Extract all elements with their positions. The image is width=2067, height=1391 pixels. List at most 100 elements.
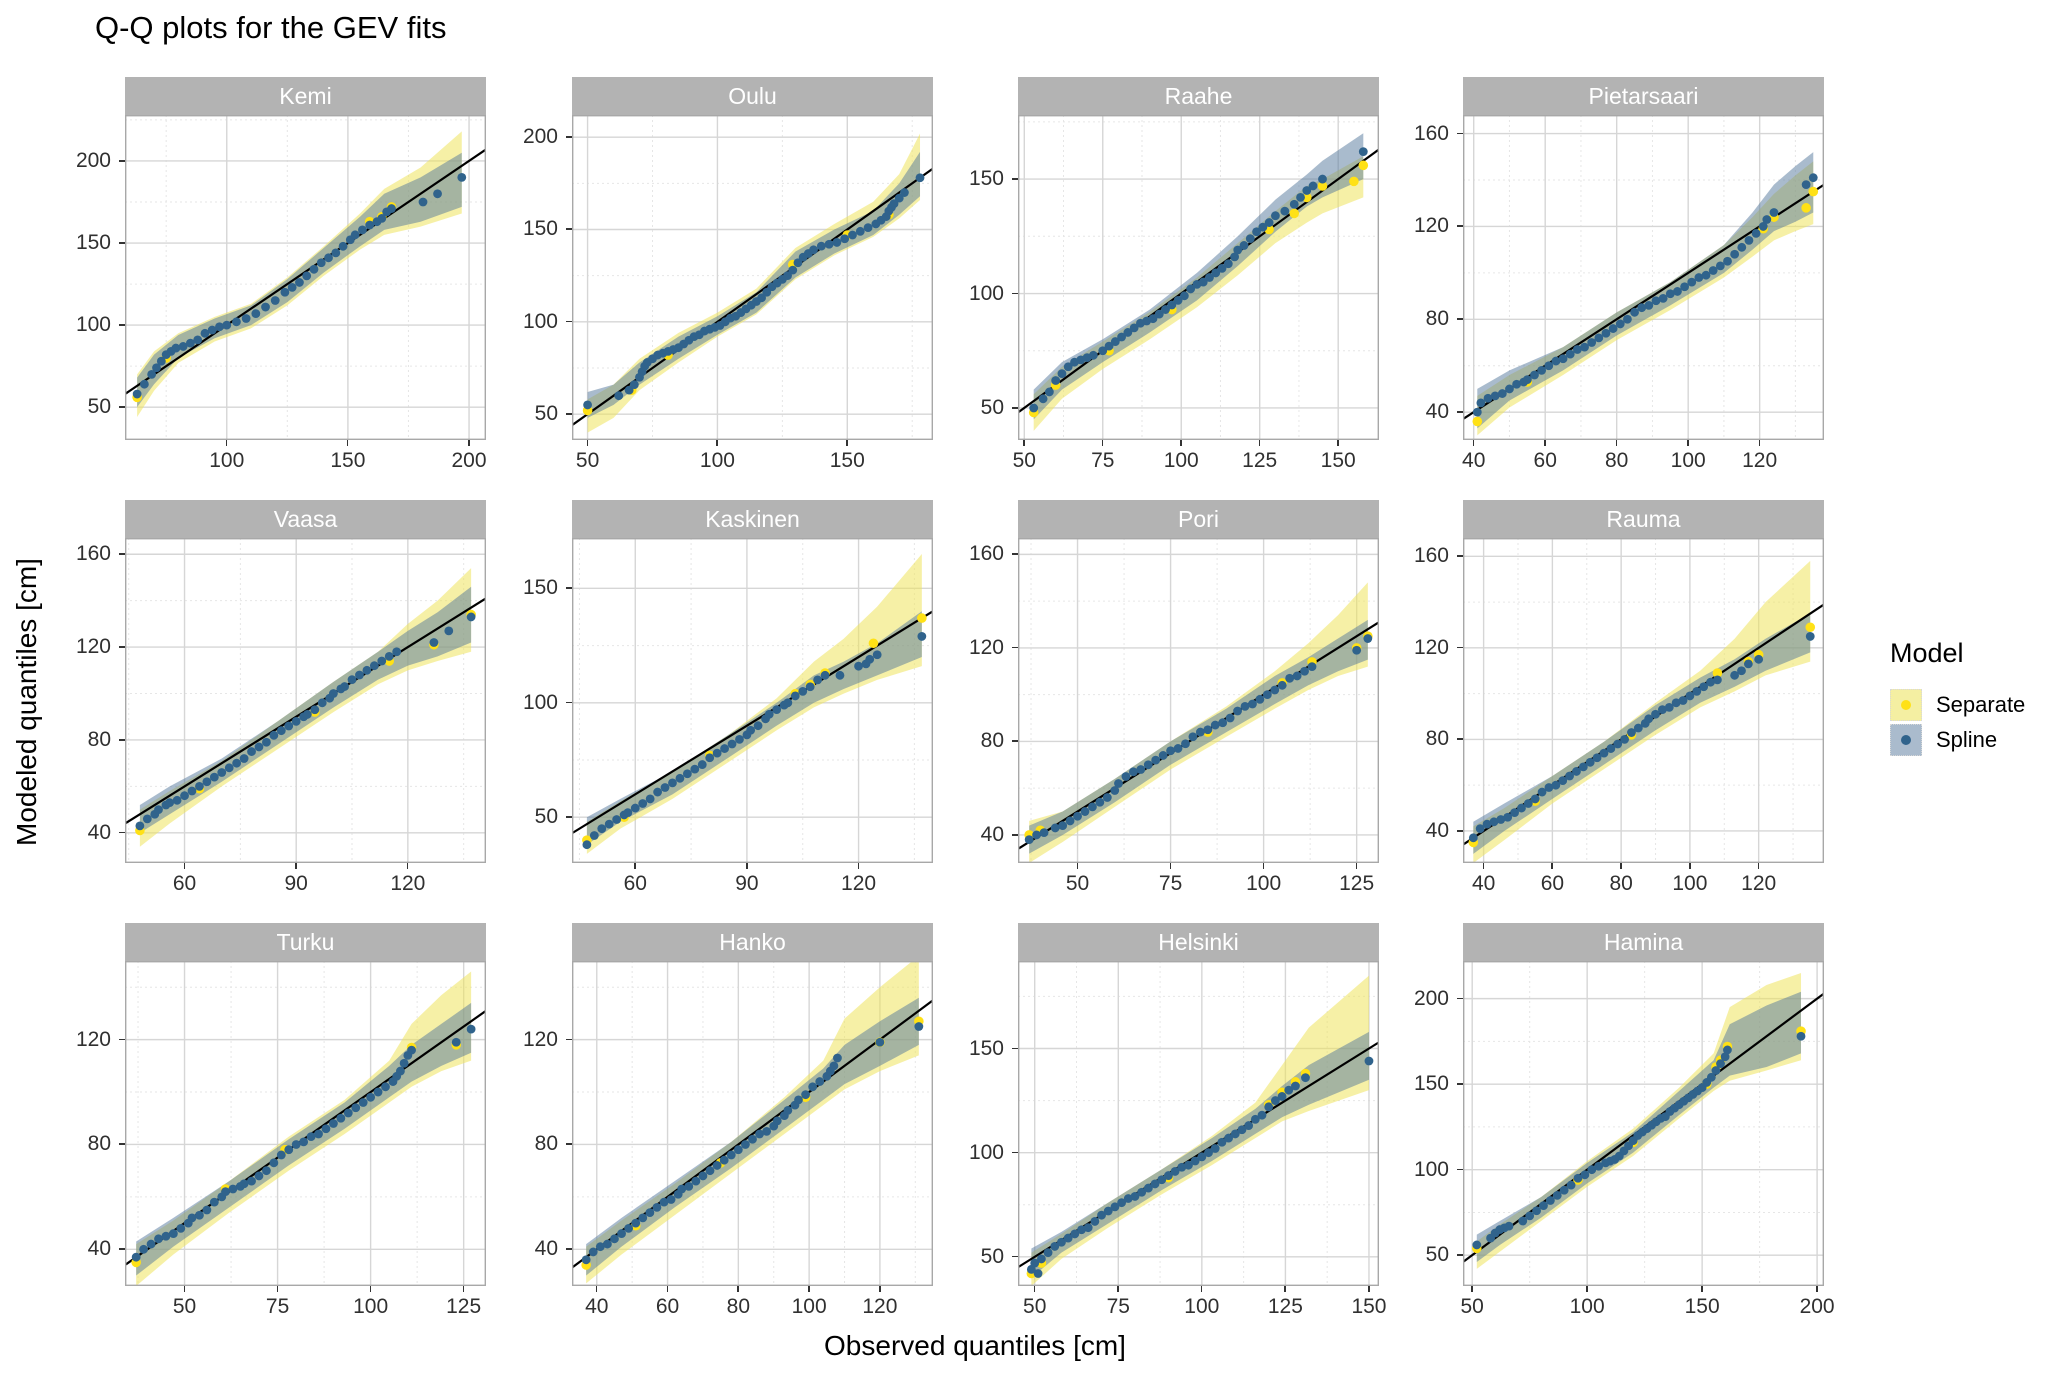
y-tick-mark — [1012, 553, 1018, 555]
spline-point — [798, 686, 808, 696]
spline-point — [1580, 342, 1589, 352]
spline-point — [1558, 354, 1568, 364]
spline-point — [624, 385, 634, 395]
y-tick-mark — [1457, 1168, 1463, 1171]
spline-point — [1248, 699, 1257, 709]
spline-point — [772, 705, 782, 715]
spline-point — [1195, 727, 1205, 737]
spline-point — [1117, 1198, 1127, 1208]
spline-point — [399, 1058, 409, 1068]
spline-point — [690, 764, 700, 774]
x-tick-label: 150 — [1351, 1295, 1387, 1318]
y-tick-label: 100 — [522, 309, 558, 333]
spline-point — [466, 1024, 476, 1034]
x-tick-mark — [634, 863, 636, 869]
spline-point — [1573, 1173, 1583, 1183]
facet-strip-kaskinen: Kaskinen — [572, 500, 933, 538]
spline-point — [1264, 218, 1274, 227]
spline-point — [369, 661, 379, 671]
spline-point — [1572, 767, 1581, 776]
legend-item-spline[interactable]: Spline — [1890, 724, 2025, 756]
spline-point — [1097, 1210, 1106, 1220]
separate-dot-icon — [1901, 700, 1911, 710]
spline-point — [1130, 1192, 1140, 1201]
spline-point — [171, 343, 181, 353]
spline-point — [1483, 393, 1493, 403]
spline-point — [1523, 799, 1533, 808]
spline-point — [1036, 1254, 1046, 1264]
y-tick-label: 80 — [87, 1132, 111, 1156]
spline-point — [1545, 1196, 1555, 1205]
y-tick-label: 80 — [1425, 307, 1449, 331]
spline-point — [1245, 234, 1255, 243]
spline-point — [1475, 824, 1485, 834]
x-tick-label: 80 — [726, 1295, 750, 1318]
qq-plot-pori — [1018, 538, 1379, 863]
spline-point — [254, 742, 264, 752]
spline-point — [152, 363, 161, 373]
y-tick-label: 50 — [980, 1244, 1004, 1268]
spline-point — [161, 1231, 171, 1241]
spline-point — [1644, 300, 1654, 310]
spline-point — [1476, 398, 1486, 408]
y-tick-mark — [119, 159, 125, 162]
spline-point — [1769, 208, 1779, 217]
spline-point — [1296, 192, 1305, 202]
y-tick-mark — [1012, 292, 1018, 295]
spline-point — [1730, 670, 1740, 680]
spline-point — [854, 661, 863, 671]
spline-point — [1264, 1102, 1274, 1112]
spline-point — [660, 783, 670, 792]
x-tick-label: 75 — [1091, 449, 1115, 472]
panel-helsinki: Helsinki 50 100 150 50 75 100 125 150 — [938, 923, 1386, 1331]
spline-point — [1472, 1240, 1482, 1250]
spline-point — [597, 824, 607, 834]
spline-point — [309, 264, 319, 274]
spline-point — [824, 239, 834, 249]
spline-point — [1678, 696, 1688, 705]
spline-point — [377, 214, 387, 223]
facet-strip-helsinki: Helsinki — [1018, 923, 1379, 961]
y-tick-mark — [1457, 646, 1463, 649]
spline-point — [653, 787, 662, 797]
spline-point — [1051, 376, 1061, 385]
y-tick-mark — [1012, 406, 1018, 409]
spline-point — [239, 754, 249, 763]
spline-point — [865, 654, 875, 664]
y-tick-label: 50 — [87, 395, 111, 419]
spline-point — [1608, 324, 1618, 333]
panel-hanko: Hanko 40 80 120 40 60 80 100 120 — [492, 923, 933, 1331]
x-tick-label: 40 — [585, 1295, 609, 1318]
spline-point — [604, 819, 614, 829]
facet-strip-vaasa: Vaasa — [125, 500, 486, 538]
legend-item-separate[interactable]: Separate — [1890, 689, 2025, 721]
x-tick-mark — [369, 1286, 372, 1292]
spline-point — [168, 1229, 178, 1238]
spline-point — [254, 1171, 264, 1181]
spline-point — [1744, 235, 1754, 245]
spline-point — [1166, 746, 1175, 756]
separate-band-swatch — [1890, 689, 1922, 721]
spline-point — [1537, 365, 1547, 375]
x-tick-mark — [586, 440, 589, 446]
spline-point — [682, 769, 692, 779]
legend-label-spline: Spline — [1936, 727, 1998, 752]
y-tick-mark — [566, 816, 572, 818]
spline-point — [276, 1150, 286, 1160]
spline-point — [280, 287, 290, 297]
y-tick-mark — [1457, 829, 1463, 832]
facet-strip-hanko: Hanko — [572, 923, 933, 961]
spline-point — [1123, 328, 1133, 337]
y-tick-mark — [1012, 1047, 1018, 1050]
spline-point — [1250, 1114, 1260, 1124]
spline-point — [284, 1145, 294, 1155]
y-tick-mark — [1457, 1083, 1463, 1085]
spline-point — [1280, 206, 1290, 216]
spline-point — [1057, 1237, 1066, 1247]
x-tick-label: 120 — [1741, 872, 1777, 895]
spline-point — [1157, 1175, 1167, 1185]
spline-point — [1110, 1202, 1120, 1212]
y-tick-mark — [566, 228, 572, 231]
spline-point — [1167, 300, 1177, 310]
x-tick-mark — [1337, 440, 1339, 446]
